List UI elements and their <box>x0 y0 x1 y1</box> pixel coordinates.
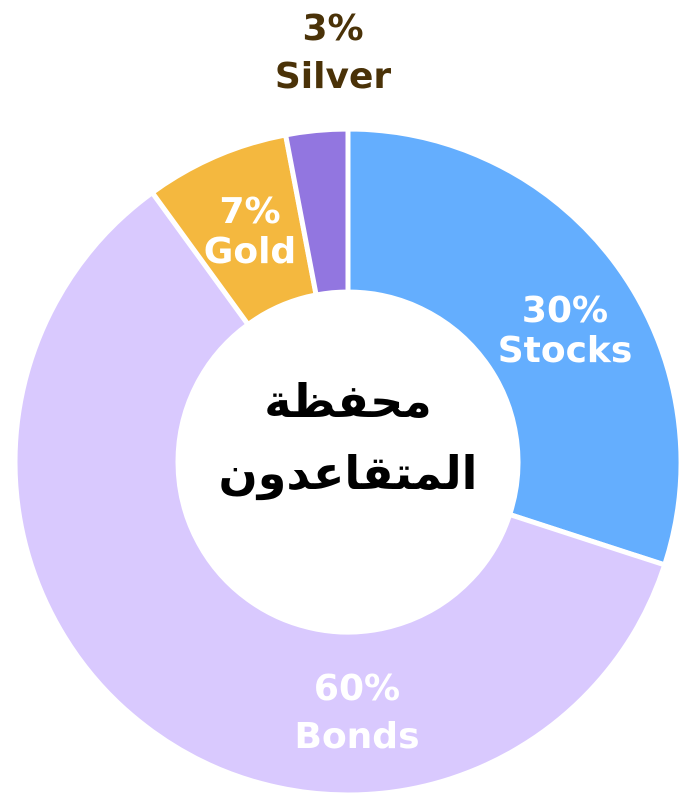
value-label: 60% <box>314 668 400 709</box>
value-label: 3% <box>302 8 363 49</box>
value-label: 30% <box>522 290 608 331</box>
value-label: 7% <box>219 191 280 232</box>
chart-title: محفظة المتقاعدون <box>218 374 478 500</box>
donut-segment <box>12 189 668 795</box>
category-label: Gold <box>204 231 296 272</box>
donut-segment <box>282 126 351 298</box>
category-label: Stocks <box>498 330 633 371</box>
category-label: Bonds <box>295 716 420 757</box>
donut-segment <box>345 126 681 569</box>
category-label: Silver <box>275 56 391 97</box>
